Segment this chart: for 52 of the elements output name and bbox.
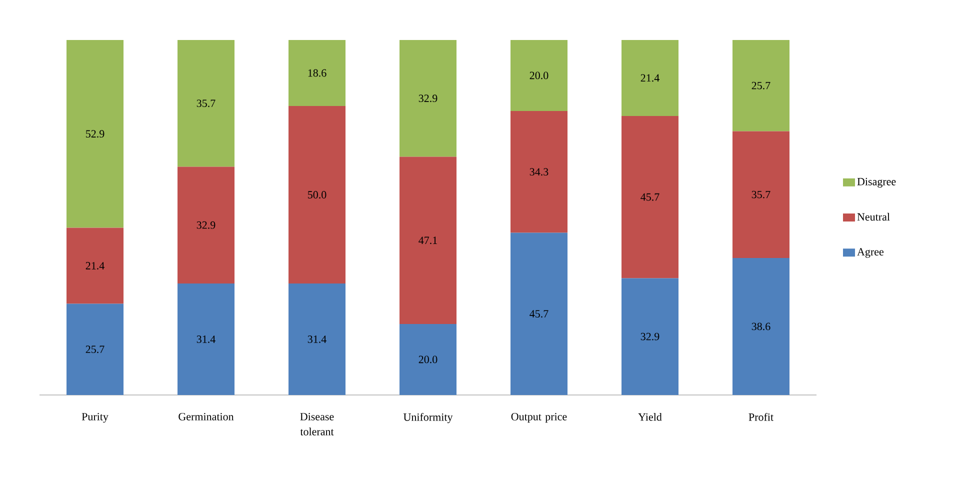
- data-label: 52.9: [86, 130, 104, 138]
- bar: [400, 324, 457, 395]
- bar: [732, 258, 790, 395]
- bar: [622, 278, 678, 395]
- x-tick-label: Disease tolerant: [300, 412, 334, 436]
- bar: [288, 106, 346, 284]
- x-tick-label: Profit: [748, 412, 774, 421]
- data-label: 20.0: [418, 356, 438, 364]
- legend-label: Agree: [857, 248, 884, 258]
- bar: [178, 40, 235, 167]
- bar: [66, 304, 124, 395]
- bar: [400, 40, 457, 157]
- bar: [178, 284, 235, 395]
- bar: [732, 40, 790, 132]
- data-label: 18.6: [308, 69, 326, 77]
- data-label: 47.1: [418, 236, 437, 244]
- x-tick-label: Purity: [82, 412, 108, 423]
- bar: [66, 40, 124, 228]
- bar: [288, 40, 346, 106]
- bar: [510, 110, 568, 233]
- data-label: 32.9: [418, 94, 438, 102]
- bar: [400, 156, 457, 324]
- data-label: 20.0: [530, 72, 548, 80]
- bar: [66, 228, 124, 304]
- bar: [622, 116, 678, 278]
- data-label: 31.4: [308, 336, 326, 343]
- data-label: 35.7: [752, 190, 770, 198]
- data-label: 32.9: [196, 221, 216, 229]
- data-label: 25.7: [752, 82, 770, 90]
- legend-label: Disagree: [857, 178, 896, 188]
- data-label: 32.9: [640, 332, 660, 340]
- data-label: 31.4: [196, 336, 216, 343]
- data-label: 45.7: [640, 193, 660, 201]
- data-label: 50.0: [308, 191, 326, 199]
- bar: [622, 40, 678, 116]
- x-tick-label: Uniformity: [403, 412, 453, 424]
- bar: [510, 40, 568, 111]
- bar: [732, 131, 790, 258]
- legend-label: Neutral: [857, 212, 890, 221]
- x-tick-label: Yield: [638, 412, 662, 421]
- x-tick-label: Output price: [511, 412, 567, 423]
- bar: [288, 284, 346, 395]
- data-label: 34.3: [530, 168, 548, 176]
- data-label: 21.4: [640, 74, 660, 82]
- data-label: 35.7: [196, 100, 216, 108]
- bar: [178, 166, 235, 284]
- data-label: 21.4: [86, 262, 104, 270]
- data-label: 25.7: [86, 346, 104, 354]
- data-label: 45.7: [530, 310, 548, 318]
- bar: [510, 232, 568, 395]
- x-tick-label: Germination: [178, 412, 234, 420]
- data-label: 38.6: [752, 322, 770, 330]
